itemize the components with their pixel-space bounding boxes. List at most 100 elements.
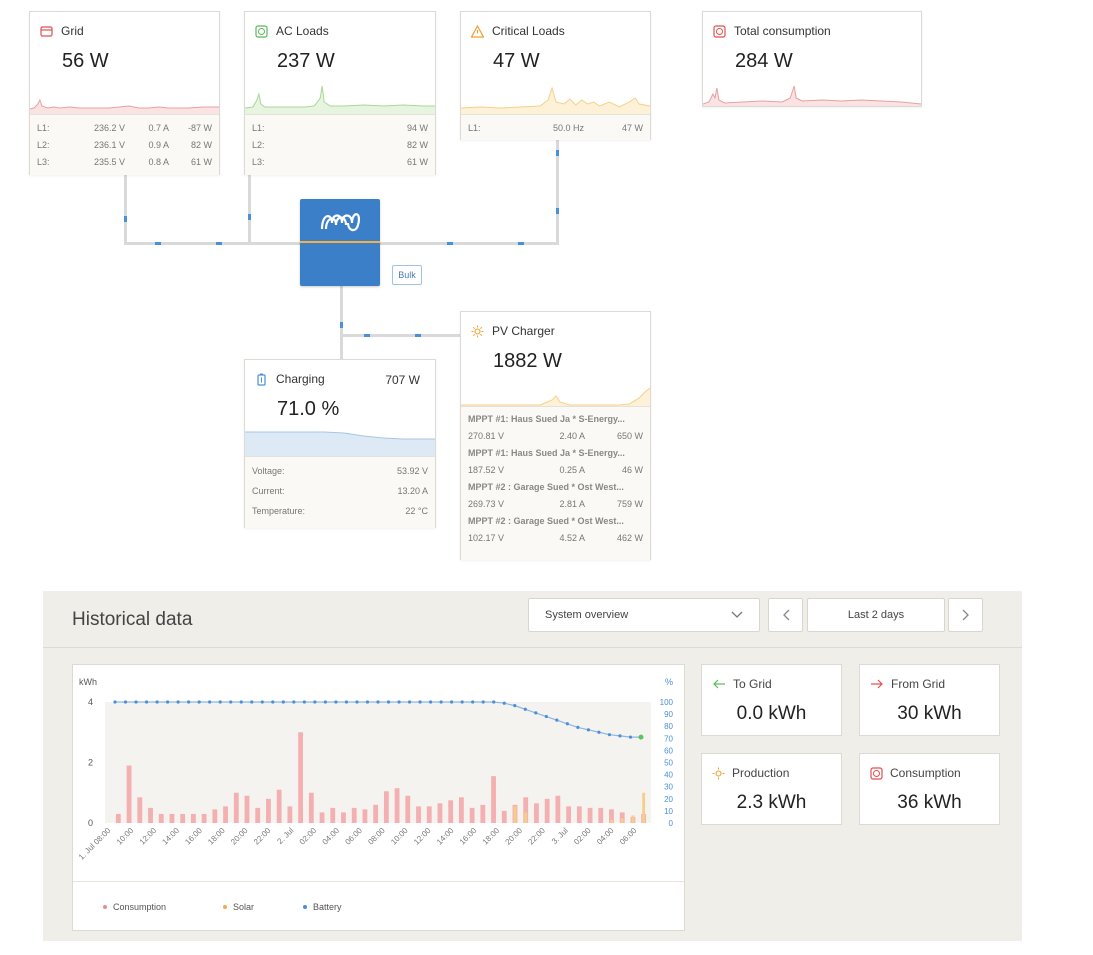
y-tick-label: 2 xyxy=(88,758,93,768)
y2-axis-label: % xyxy=(665,677,673,687)
consumption-bar xyxy=(491,776,496,823)
critical-loads-card[interactable]: Critical Loads 47 W L1: 50.0 Hz 47 W xyxy=(460,11,651,140)
legend-solar[interactable]: Solar xyxy=(223,902,254,912)
stat-consumption-label: Consumption xyxy=(890,766,961,780)
stat-from-grid[interactable]: From Grid 30 kWh xyxy=(859,664,1000,736)
x-tick-label: 22:00 xyxy=(526,826,547,847)
battery-point xyxy=(355,700,359,704)
battery-point xyxy=(565,722,569,726)
consumption-bar xyxy=(115,813,121,823)
sun-icon xyxy=(471,325,484,338)
battery-point xyxy=(187,700,191,704)
flow-dot xyxy=(447,242,453,245)
consumption-bar xyxy=(416,806,421,823)
battery-point xyxy=(439,700,443,704)
view-select[interactable]: System overview xyxy=(528,598,760,632)
battery-point xyxy=(628,735,633,739)
battery-point xyxy=(471,700,475,704)
battery-point xyxy=(386,700,391,704)
solar-bar xyxy=(642,792,646,823)
battery-point xyxy=(407,700,412,704)
total-consumption-title: Total consumption xyxy=(734,24,831,38)
consumption-bar xyxy=(587,807,593,823)
consumption-bar xyxy=(276,789,282,823)
x-tick-label: 04:00 xyxy=(321,826,342,847)
grid-card[interactable]: Grid 56 W L1: 236.2 V 0.7 A -87 W L2: 23… xyxy=(29,11,220,175)
battery-point xyxy=(597,730,601,734)
outlet-icon xyxy=(870,766,883,780)
inverter-charger[interactable] xyxy=(300,199,380,286)
critical-loads-value: 47 W xyxy=(493,50,540,72)
x-tick-label: 3. Jul xyxy=(550,826,570,846)
flow-dot xyxy=(248,214,251,220)
x-tick-label: 12:00 xyxy=(138,826,159,847)
stat-consumption[interactable]: Consumption 36 kWh xyxy=(859,753,1000,825)
consumption-bar xyxy=(394,788,400,823)
range-button[interactable]: Last 2 days xyxy=(807,598,945,632)
battery-icon xyxy=(255,373,268,386)
x-tick-label: 1. Jul 08:00 xyxy=(77,826,113,862)
x-tick-label: 02:00 xyxy=(298,826,319,847)
solar-bar xyxy=(620,818,624,823)
stat-production-label: Production xyxy=(732,766,790,780)
legend-consumption[interactable]: Consumption xyxy=(103,902,166,912)
pv-mppt-rows: MPPT #1: Haus Sued Ja * S-Energy... 270.… xyxy=(461,406,650,560)
battery-point xyxy=(618,734,622,738)
consumption-bar xyxy=(158,813,164,823)
stat-production[interactable]: Production 2.3 kWh xyxy=(701,753,842,825)
flow-dot xyxy=(556,150,559,156)
flow-dot xyxy=(518,242,524,245)
stat-to-grid[interactable]: To Grid 0.0 kWh xyxy=(701,664,842,736)
consumption-bar xyxy=(523,797,529,823)
ac-loads-card[interactable]: AC Loads 237 W L1: 94 W L2: 82 W L3: 61 W xyxy=(244,11,436,175)
battery-point xyxy=(397,700,401,704)
legend-battery[interactable]: Battery xyxy=(303,902,342,912)
x-tick-label: 14:00 xyxy=(160,826,181,847)
battery-point xyxy=(576,725,580,730)
battery-sparkline xyxy=(245,431,435,456)
y2-tick-label: 0 xyxy=(669,819,674,828)
battery-point xyxy=(344,700,349,704)
consumption-bar xyxy=(362,809,368,823)
battery-point xyxy=(271,700,275,704)
arrow-left-icon xyxy=(713,679,725,689)
battery-point xyxy=(450,700,454,704)
phase-row-l1: L1: 236.2 V 0.7 A -87 W xyxy=(37,122,212,133)
critical-loads-sparkline xyxy=(461,86,650,114)
consumption-bar xyxy=(437,803,443,823)
y2-tick-label: 50 xyxy=(664,759,673,768)
y-tick-label: 0 xyxy=(88,818,93,828)
consumption-bar xyxy=(480,804,486,823)
battery-point xyxy=(555,718,559,722)
previous-range-button[interactable] xyxy=(768,598,803,632)
chevron-left-icon xyxy=(782,609,789,621)
consumption-bar xyxy=(341,812,346,823)
pv-charger-card[interactable]: PV Charger 1882 W MPPT #1: Haus Sued Ja … xyxy=(460,311,651,560)
history-chart[interactable]: kWh% 0 2 4 0 10 20 30 40 50 60 70 80 90 100 1. Jul 08:0… xyxy=(72,664,685,931)
y2-tick-label: 60 xyxy=(664,746,673,755)
y2-tick-label: 100 xyxy=(660,698,674,707)
y2-tick-label: 30 xyxy=(664,783,673,792)
total-consumption-value: 284 W xyxy=(735,50,793,72)
view-select-value: System overview xyxy=(545,609,629,621)
total-consumption-card[interactable]: Total consumption 284 W xyxy=(702,11,922,107)
critical-wire-horizontal xyxy=(379,242,559,245)
grid-value: 56 W xyxy=(62,50,109,72)
consumption-bar xyxy=(255,807,261,823)
battery-point xyxy=(250,700,254,704)
inverter-band xyxy=(300,241,380,243)
consumption-bar xyxy=(190,813,196,823)
consumption-bar xyxy=(212,809,218,823)
next-range-button[interactable] xyxy=(948,598,983,632)
consumption-bar xyxy=(458,797,464,823)
consumption-bar xyxy=(319,812,325,823)
x-tick-label: 12:00 xyxy=(412,826,433,847)
consumption-bar xyxy=(555,795,561,823)
grid-sparkline xyxy=(30,98,219,114)
battery-point xyxy=(144,700,149,704)
consumption-bar xyxy=(598,807,604,823)
battery-card[interactable]: Charging 707 W 71.0 % Voltage: 53.92 V Cu… xyxy=(244,359,436,528)
battery-point xyxy=(302,700,306,704)
consumption-bar xyxy=(619,812,625,823)
